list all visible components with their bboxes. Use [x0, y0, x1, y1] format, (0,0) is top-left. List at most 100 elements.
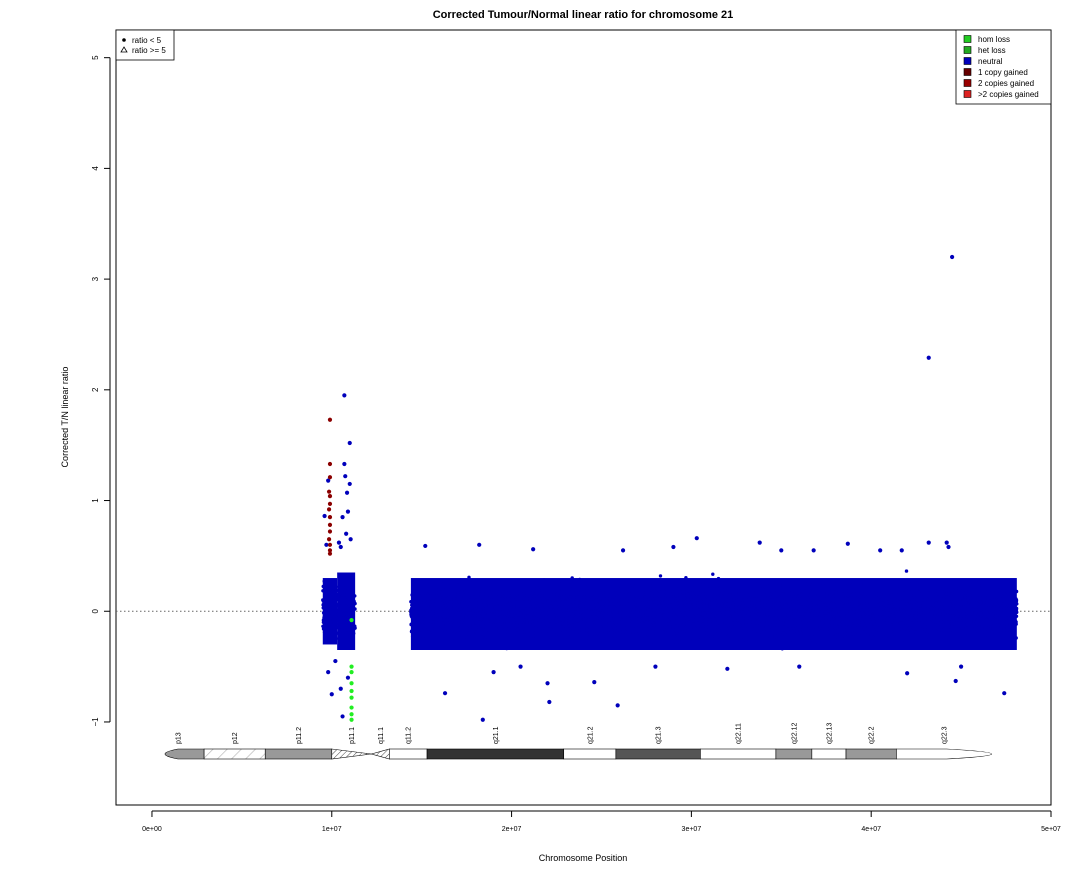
data-point	[947, 640, 950, 643]
data-point	[480, 636, 483, 639]
data-point	[651, 584, 654, 587]
data-point	[825, 619, 828, 622]
data-point	[1000, 631, 1003, 634]
data-point	[325, 627, 328, 630]
data-point	[544, 627, 547, 630]
data-point	[341, 632, 344, 635]
x-axis-label: Chromosome Position	[539, 853, 628, 863]
data-point	[515, 634, 518, 637]
data-point	[753, 586, 756, 589]
data-point	[894, 605, 897, 608]
data-point	[966, 585, 969, 588]
data-point	[557, 589, 560, 592]
data-point	[337, 614, 340, 617]
data-point	[343, 573, 346, 576]
data-point	[814, 630, 817, 633]
data-point	[322, 603, 325, 606]
data-point	[665, 631, 668, 634]
data-point	[330, 602, 333, 605]
data-point	[323, 594, 326, 597]
data-point	[736, 640, 739, 643]
data-point	[676, 636, 679, 639]
data-point	[934, 598, 937, 601]
data-point	[814, 595, 817, 598]
data-point	[345, 612, 348, 615]
data-point	[480, 631, 483, 634]
data-point	[340, 612, 343, 615]
data-point	[413, 589, 416, 592]
data-point	[586, 590, 589, 593]
data-point	[578, 578, 581, 581]
data-point	[416, 629, 419, 632]
data-point	[941, 638, 944, 641]
data-point	[430, 635, 433, 638]
data-point	[961, 626, 964, 629]
data-point	[349, 594, 352, 597]
data-point	[932, 619, 935, 622]
data-point	[816, 633, 819, 636]
y-tick-label: 5	[91, 55, 100, 60]
data-point	[495, 631, 498, 634]
data-point	[323, 580, 326, 583]
data-point	[796, 623, 799, 626]
data-point	[327, 609, 330, 612]
data-point	[620, 594, 623, 597]
data-point	[1010, 594, 1013, 597]
data-point	[617, 641, 620, 644]
data-point	[669, 608, 672, 611]
data-point	[708, 586, 711, 589]
data-point	[411, 635, 414, 638]
data-point	[545, 584, 548, 587]
data-point	[925, 580, 928, 583]
data-point	[595, 592, 598, 595]
data-point	[350, 622, 353, 625]
data-point	[572, 586, 575, 589]
data-point	[915, 594, 918, 597]
data-point	[350, 588, 353, 591]
data-point	[452, 640, 455, 643]
neutral-point-cloud	[321, 569, 1018, 650]
data-point	[855, 629, 858, 632]
data-point	[527, 636, 530, 639]
data-point	[884, 630, 887, 633]
data-point	[324, 610, 327, 613]
data-point	[345, 620, 348, 623]
data-point	[723, 631, 726, 634]
data-point	[691, 588, 694, 591]
data-point	[940, 632, 943, 635]
data-point	[436, 623, 439, 626]
data-point	[581, 629, 584, 632]
data-point	[966, 622, 969, 625]
data-point	[822, 591, 825, 594]
data-point	[559, 632, 562, 635]
data-point	[954, 584, 957, 587]
data-point	[338, 643, 341, 646]
data-point	[833, 580, 836, 583]
data-point	[337, 609, 340, 612]
data-point	[645, 591, 648, 594]
data-point	[770, 635, 773, 638]
data-point	[336, 593, 339, 596]
data-point	[870, 636, 873, 639]
data-point	[321, 589, 324, 592]
data-point	[585, 629, 588, 632]
data-point	[684, 587, 687, 590]
data-point	[646, 604, 649, 607]
data-point	[888, 586, 891, 589]
data-point	[991, 580, 994, 583]
data-point	[781, 625, 784, 628]
data-point	[353, 602, 356, 605]
data-point	[337, 637, 340, 640]
data-point	[336, 632, 339, 635]
data-point	[675, 594, 678, 597]
data-point	[980, 582, 983, 585]
data-point	[900, 640, 903, 643]
data-point	[931, 591, 934, 594]
data-point	[652, 634, 655, 637]
data-point	[850, 635, 853, 638]
data-point	[825, 631, 828, 634]
